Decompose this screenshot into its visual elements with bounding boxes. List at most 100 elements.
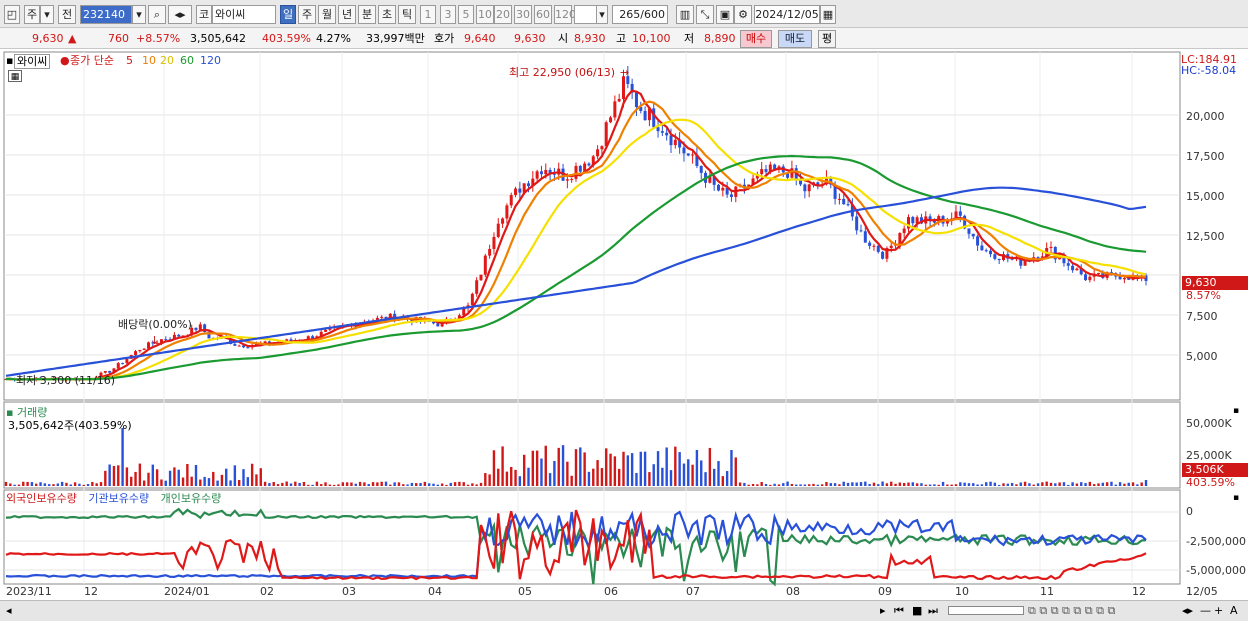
volume-bar [95, 483, 98, 486]
toolbar: ◰ 주 ▾ 전 232140 ▾ ⌕ ◂▸ 코 와이씨 일 주 월 년 분 초 … [0, 0, 1248, 28]
candle [729, 194, 733, 197]
zoom-slider[interactable] [948, 606, 1024, 615]
save-icon[interactable]: ▣ [716, 5, 734, 24]
tab-tick[interactable]: 틱 [398, 5, 416, 24]
tab-day[interactable]: 일 [280, 5, 296, 24]
volume-bar [782, 483, 785, 486]
chevron-down-icon[interactable]: ▾ [596, 5, 608, 24]
window-icon[interactable]: ◰ [4, 5, 20, 24]
chart-scrollbar[interactable]: ◂ ▸ ⏮ ■ ⏭ ⧉ ⧉ ⧉ ⧉ ⧉ ⧉ ⧉ ⧉ ◂▸ — + A [0, 600, 1248, 621]
candle [833, 184, 837, 199]
speaker-icon[interactable]: ◂▸ [168, 5, 192, 24]
stop-icon[interactable]: ■ [912, 604, 923, 617]
candle [764, 169, 768, 172]
count-field[interactable]: 265/600 [612, 5, 668, 24]
scroll-left-icon[interactable]: ◂ [6, 604, 12, 617]
market-button[interactable]: 코 [196, 5, 212, 24]
panel-menu-icon[interactable]: ▪ [6, 54, 14, 67]
candle [496, 223, 500, 237]
volume-bar [864, 481, 867, 486]
grid-toggle-icon[interactable]: ▦ [8, 70, 22, 82]
panel-close-icon[interactable]: ▪ [1233, 406, 1240, 416]
tick-button[interactable]: 60 [534, 5, 552, 24]
panel-close-icon[interactable]: ▪ [1233, 493, 1240, 503]
tick-button[interactable]: 5 [458, 5, 474, 24]
zoom-in-icon[interactable]: + [1214, 604, 1224, 617]
candle [1058, 257, 1062, 260]
scroll-end-icon[interactable]: ◂▸ [1182, 604, 1194, 617]
candle [660, 131, 664, 133]
volume-bar [820, 484, 824, 486]
y-tick: 7,500 [1186, 310, 1218, 323]
scroll-right-icon[interactable]: ▸ [880, 604, 886, 617]
candle [587, 163, 591, 166]
volume-bar [1049, 482, 1053, 486]
stock-name-field[interactable]: 와이씨 [212, 5, 276, 24]
tab-week[interactable]: 주 [298, 5, 316, 24]
tab-second[interactable]: 초 [378, 5, 396, 24]
volume-bar [466, 484, 470, 486]
chevron-down-icon[interactable]: ▾ [132, 5, 146, 24]
volume-bar [449, 482, 452, 486]
tick-button[interactable]: 1 [420, 5, 436, 24]
auto-scale-icon[interactable]: A [1230, 604, 1238, 617]
search-icon[interactable]: ⌕ [148, 5, 166, 24]
tick-button[interactable]: 10 [476, 5, 494, 24]
volume-tag: 3,506K [1182, 463, 1248, 477]
stock-label[interactable]: 와이씨 [14, 54, 51, 69]
chart-canvas[interactable] [0, 50, 1248, 600]
volume-bar [484, 473, 487, 486]
holding-lines [5, 507, 1147, 587]
zoom-out-icon[interactable]: — [1200, 604, 1211, 617]
volume-bar [39, 482, 42, 486]
eval-button[interactable]: 평 [818, 30, 836, 48]
volume-bar [816, 484, 820, 486]
tick-button[interactable]: 30 [514, 5, 532, 24]
tick-button[interactable]: 20 [494, 5, 512, 24]
x-tick: 09 [878, 585, 892, 598]
sell-button[interactable]: 매도 [778, 30, 812, 48]
volume-bar [393, 482, 396, 486]
candle [656, 127, 660, 132]
candle [432, 321, 435, 324]
volume-bar [661, 467, 664, 486]
period-select[interactable]: 주 [24, 5, 40, 24]
candle [552, 173, 556, 175]
volume-bar [371, 482, 375, 486]
candle [799, 180, 803, 185]
tool-icons[interactable]: ⧉ ⧉ ⧉ ⧉ ⧉ ⧉ ⧉ ⧉ [1028, 604, 1116, 617]
volume-bar [43, 483, 47, 486]
rewind-icon[interactable]: ⏮ [894, 604, 904, 617]
prev-button[interactable]: 전 [58, 5, 76, 24]
tab-month[interactable]: 월 [318, 5, 336, 24]
chart-settings-icon[interactable]: ▥ [676, 5, 694, 24]
calendar-icon[interactable]: ▦ [820, 5, 836, 24]
chart-area[interactable]: ▪ 와이씨 ● 종가 단순 5 10 20 60 120 ▦ 최고 22,950… [0, 50, 1248, 621]
date-field[interactable]: 2024/12/05 [754, 5, 820, 24]
volume-bar [302, 481, 306, 486]
candle [570, 178, 574, 180]
candle [548, 169, 552, 174]
tick-button[interactable]: 120 [554, 5, 576, 24]
volume-bar [622, 451, 625, 486]
volume-bar [570, 475, 573, 486]
code-input[interactable]: 232140 [80, 5, 132, 24]
fast-forward-icon[interactable]: ⏭ [928, 604, 938, 617]
gear-icon[interactable]: ⚙ [734, 5, 752, 24]
tick-button[interactable]: 3 [440, 5, 456, 24]
tab-minute[interactable]: 분 [358, 5, 376, 24]
turnover-rate: 4.27% [316, 32, 351, 45]
buy-button[interactable]: 매수 [740, 30, 772, 48]
volume-y-tick: 25,000K [1186, 449, 1232, 462]
chevron-down-icon[interactable]: ▾ [40, 5, 54, 24]
candle [522, 183, 526, 193]
tab-year[interactable]: 년 [338, 5, 356, 24]
candle [164, 339, 168, 341]
candle [134, 351, 138, 356]
volume-bar [389, 484, 392, 486]
volume-bar [613, 456, 617, 486]
count-value: 265 [619, 8, 641, 21]
volume-bar [324, 482, 327, 486]
volume-bar [289, 483, 293, 486]
draw-tool-icon[interactable]: ⤡ [696, 5, 714, 24]
